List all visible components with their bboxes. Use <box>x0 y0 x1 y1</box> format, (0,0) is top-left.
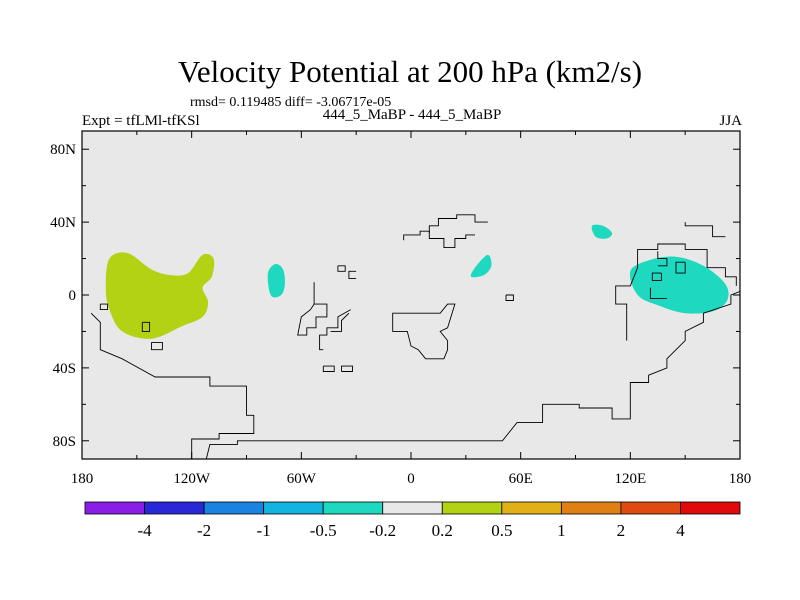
anomaly-regions <box>105 224 729 339</box>
colorbar: -4 -2 -1 -0.5 -0.2 0.2 0.5 1 2 4 <box>84 501 741 540</box>
coastline-11 <box>392 303 456 360</box>
y-tick-label-4: 80S <box>53 434 76 450</box>
colorbar-label-2: -2 <box>197 521 211 540</box>
colorbar-swatch-1 <box>84 501 145 515</box>
comparison-label: 444_5_MaBP - 444_5_MaBP <box>323 107 502 123</box>
coastlines <box>90 214 741 460</box>
negative-anomaly-amazon <box>267 263 285 298</box>
colorbar-label-8: 1 <box>557 521 566 540</box>
colorbar-label-10: 4 <box>676 521 685 540</box>
coastline-17 <box>657 251 668 267</box>
colorbar-label-7: 0.5 <box>491 521 512 540</box>
x-tick-label-0: 180 <box>71 471 94 487</box>
coastline-21 <box>649 287 667 300</box>
colorbar-swatch-7 <box>441 501 503 515</box>
colorbar-label-5: -0.2 <box>369 521 396 540</box>
x-tick-label-6: 180 <box>729 471 752 487</box>
x-tick-label-4: 60E <box>509 471 533 487</box>
coastline-15 <box>100 290 741 460</box>
coastline-7 <box>330 312 350 332</box>
coastline-20 <box>651 272 662 281</box>
colorbar-swatch-2 <box>144 501 205 515</box>
colorbar-swatch-3 <box>203 501 265 515</box>
colorbar-label-9: 2 <box>617 521 626 540</box>
y-tick-label-0: 80N <box>50 142 76 158</box>
x-axis: 180 120W 60W 0 60E 120E 180 <box>71 131 752 487</box>
colorbar-label-1: -4 <box>137 521 152 540</box>
coastline-3 <box>141 321 151 332</box>
x-tick-label-3: 0 <box>407 471 415 487</box>
chart-title: Velocity Potential at 200 hPa (km2/s) <box>178 54 642 89</box>
coastline-8 <box>322 365 335 372</box>
coastline-19 <box>684 222 726 238</box>
coastline-6 <box>319 309 351 351</box>
colorbar-swatch-11 <box>680 501 741 515</box>
colorbar-swatch-8 <box>501 501 562 515</box>
coastline-4 <box>99 303 109 311</box>
coastline-22 <box>337 265 346 272</box>
colorbar-label-4: -0.5 <box>310 521 337 540</box>
colorbar-label-6: 0.2 <box>432 521 453 540</box>
coastline-1 <box>90 312 255 459</box>
negative-anomaly-west-pacific <box>629 256 729 314</box>
coastline-13 <box>428 214 488 233</box>
colorbar-swatch-4 <box>263 501 324 515</box>
coastline-16 <box>615 243 737 341</box>
x-tick-label-2: 60W <box>287 471 317 487</box>
coastline-9 <box>341 365 353 372</box>
coastline-12 <box>403 230 475 249</box>
colorbar-label-3: -1 <box>257 521 271 540</box>
colorbar-swatch-6 <box>382 501 443 515</box>
negative-anomaly-tibet <box>591 224 613 239</box>
colorbar-swatch-10 <box>620 501 681 515</box>
coastline-10 <box>348 270 357 280</box>
coastline-2 <box>151 341 163 351</box>
coastline-18 <box>675 261 686 274</box>
stats-label: rmsd= 0.119485 diff= -3.06717e-05 <box>190 95 391 110</box>
x-tick-label-1: 120W <box>173 471 211 487</box>
season-label: JJA <box>719 113 742 129</box>
experiment-label: Expt = tfLMl-tfKSl <box>82 113 200 129</box>
y-tick-label-2: 0 <box>69 288 77 304</box>
negative-anomaly-africa <box>470 254 492 278</box>
y-axis: 80N 40N 0 40S 80S <box>50 142 740 450</box>
y-tick-label-3: 40S <box>53 361 76 377</box>
coastline-14 <box>505 294 514 301</box>
coastline-5 <box>297 282 328 336</box>
y-tick-label-1: 40N <box>50 215 76 231</box>
x-tick-label-5: 120E <box>614 471 646 487</box>
positive-anomaly-east-pacific <box>105 252 215 339</box>
colorbar-swatch-9 <box>560 501 622 515</box>
colorbar-swatch-5 <box>322 501 384 515</box>
